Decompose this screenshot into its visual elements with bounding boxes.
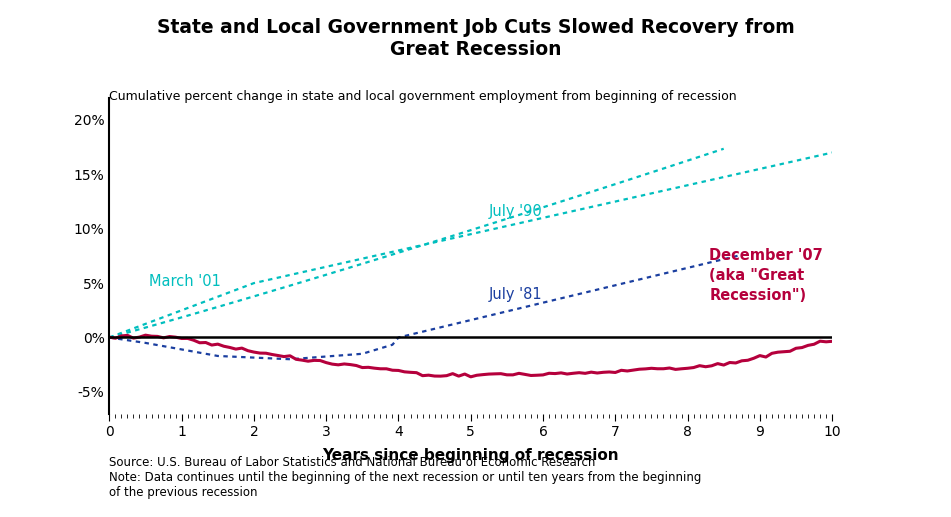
Text: December '07
(aka "Great
Recession"): December '07 (aka "Great Recession") [709,248,823,303]
Text: State and Local Government Job Cuts Slowed Recovery from
Great Recession: State and Local Government Job Cuts Slow… [157,18,794,59]
Text: July '81: July '81 [489,287,542,302]
Text: Source: U.S. Bureau of Labor Statistics and National Bureau of Economic Research: Source: U.S. Bureau of Labor Statistics … [109,456,702,499]
X-axis label: Years since beginning of recession: Years since beginning of recession [322,448,619,463]
Text: Cumulative percent change in state and local government employment from beginnin: Cumulative percent change in state and l… [109,90,737,103]
Text: July '90: July '90 [489,204,543,219]
Text: March '01: March '01 [149,275,221,290]
